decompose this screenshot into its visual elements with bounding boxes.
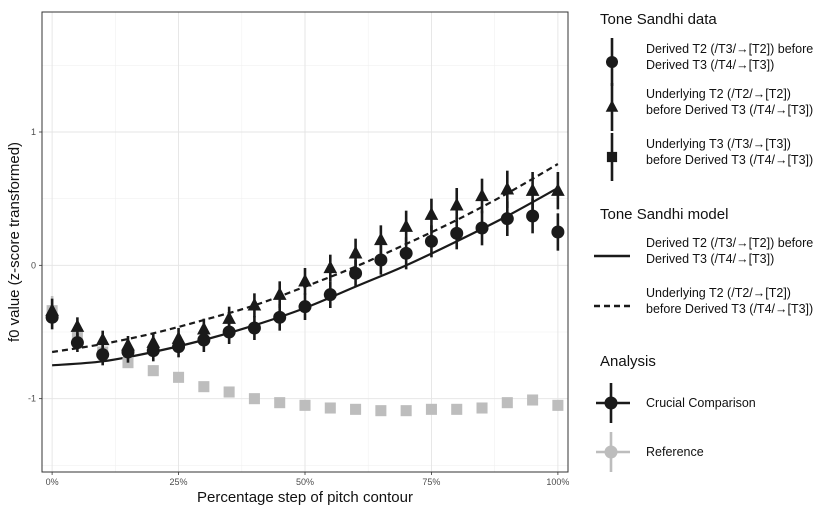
legend-label: Reference — [646, 445, 704, 459]
data-point-square — [451, 403, 463, 415]
legend-label: before Derived T3 (/T4/→[T3]) — [646, 103, 813, 117]
data-point-circle — [298, 300, 312, 314]
data-point-triangle — [449, 197, 464, 211]
y-tick-label: 1 — [31, 127, 36, 137]
data-point-square — [527, 394, 539, 406]
data-point-circle — [349, 266, 363, 280]
data-point-circle — [70, 336, 84, 350]
data-point-triangle — [121, 337, 135, 351]
data-point-square — [552, 399, 564, 411]
legend-marker-circle — [604, 396, 618, 410]
legend-label: Underlying T2 (/T2/→[T2]) — [646, 286, 791, 300]
legend-label: Derived T2 (/T3/→[T2]) before — [646, 42, 813, 56]
data-point-triangle — [146, 335, 161, 348]
data-point-triangle — [171, 331, 186, 344]
x-tick-label: 50% — [296, 477, 314, 487]
data-point-triangle — [272, 287, 287, 300]
x-tick-label: 0% — [46, 477, 59, 487]
legend-label: before Derived T3 (/T4/→[T3]) — [646, 153, 813, 167]
data-point-square — [274, 397, 286, 409]
panel-frame — [41, 11, 569, 473]
legend-label: Underlying T2 (/T2/→[T2]) — [646, 87, 791, 101]
legend-title: Analysis — [600, 353, 656, 370]
legend-label: Derived T2 (/T3/→[T2]) before — [646, 236, 813, 250]
data-point-triangle — [500, 181, 515, 195]
data-point-square — [223, 386, 235, 398]
legend-marker-triangle — [605, 99, 619, 112]
data-point-circle — [374, 253, 388, 267]
legend-key — [606, 38, 618, 86]
data-point-circle — [323, 288, 337, 302]
data-point-circle — [526, 209, 540, 223]
data-point-triangle — [525, 183, 540, 196]
legend-group: Tone Sandhi data Derived T2 (/T3/→[T2]) b… — [600, 11, 813, 181]
data-point-triangle — [70, 319, 85, 332]
legend-title: Tone Sandhi model — [600, 206, 728, 223]
data-point-circle — [399, 246, 413, 260]
data-point-circle — [424, 234, 438, 248]
data-point-triangle — [298, 273, 312, 287]
legend-key — [596, 383, 630, 423]
data-point-triangle — [374, 232, 388, 246]
legend-label: Derived T3 (/T4/→[T3]) — [646, 58, 774, 72]
grid — [42, 12, 568, 472]
data-point-circle — [96, 348, 110, 362]
legend-label: Crucial Comparison — [646, 396, 756, 410]
legend-label: before Derived T3 (/T4/→[T3]) — [646, 302, 813, 316]
panel-border — [41, 11, 569, 473]
data-point-square — [173, 371, 185, 383]
legend: Tone Sandhi data Derived T2 (/T3/→[T2]) b… — [594, 11, 813, 472]
data-point-triangle — [95, 332, 110, 346]
legend-title: Tone Sandhi data — [600, 11, 717, 28]
data-point-circle — [222, 325, 236, 339]
data-point-circle — [450, 226, 464, 240]
data-point-triangle — [348, 245, 363, 259]
y-tick-label: 0 — [31, 260, 36, 270]
series-triangle — [45, 170, 565, 355]
data-point-square — [476, 402, 488, 414]
legend-key — [605, 83, 619, 131]
data-point-circle — [475, 221, 489, 235]
data-point-square — [501, 397, 513, 409]
data-points — [45, 170, 565, 417]
data-point-triangle — [197, 321, 211, 335]
data-point-circle — [551, 225, 565, 239]
legend-group: Tone Sandhi model Derived T2 (/T3/→[T2]) … — [594, 206, 813, 316]
legend-label: Derived T3 (/T4/→[T3]) — [646, 252, 774, 266]
x-tick-label: 100% — [546, 477, 569, 487]
legend-marker-square — [606, 151, 618, 163]
data-point-circle — [247, 321, 261, 335]
data-point-triangle — [399, 219, 413, 232]
data-point-square — [425, 403, 437, 415]
data-point-circle — [500, 212, 514, 226]
x-axis-title: Percentage step of pitch contour — [197, 489, 413, 506]
data-point-square — [198, 381, 210, 393]
legend-label: Underlying T3 (/T3/→[T3]) — [646, 137, 791, 151]
data-point-square — [350, 403, 362, 415]
y-tick-label: -1 — [28, 394, 36, 404]
data-point-square — [400, 405, 412, 417]
data-point-square — [147, 365, 159, 377]
data-point-triangle — [323, 260, 338, 274]
data-point-square — [299, 399, 311, 411]
data-point-triangle — [247, 297, 262, 311]
y-axis-title: f0 value (z-score transformed) — [6, 142, 23, 342]
data-point-square — [248, 393, 260, 405]
data-point-triangle — [222, 311, 236, 324]
legend-key — [606, 133, 618, 181]
legend-marker-circle — [606, 56, 618, 68]
legend-key — [596, 432, 630, 472]
data-point-square — [324, 402, 336, 414]
x-tick-label: 25% — [170, 477, 188, 487]
x-tick-label: 75% — [422, 477, 440, 487]
legend-group: Analysis Crucial Comparison Reference — [596, 353, 756, 472]
data-point-triangle — [551, 183, 565, 196]
data-point-triangle — [45, 303, 59, 316]
legend-marker-circle — [604, 445, 618, 459]
data-point-triangle — [424, 207, 439, 220]
data-point-circle — [273, 310, 287, 324]
data-point-triangle — [475, 188, 489, 202]
data-point-square — [375, 405, 387, 417]
